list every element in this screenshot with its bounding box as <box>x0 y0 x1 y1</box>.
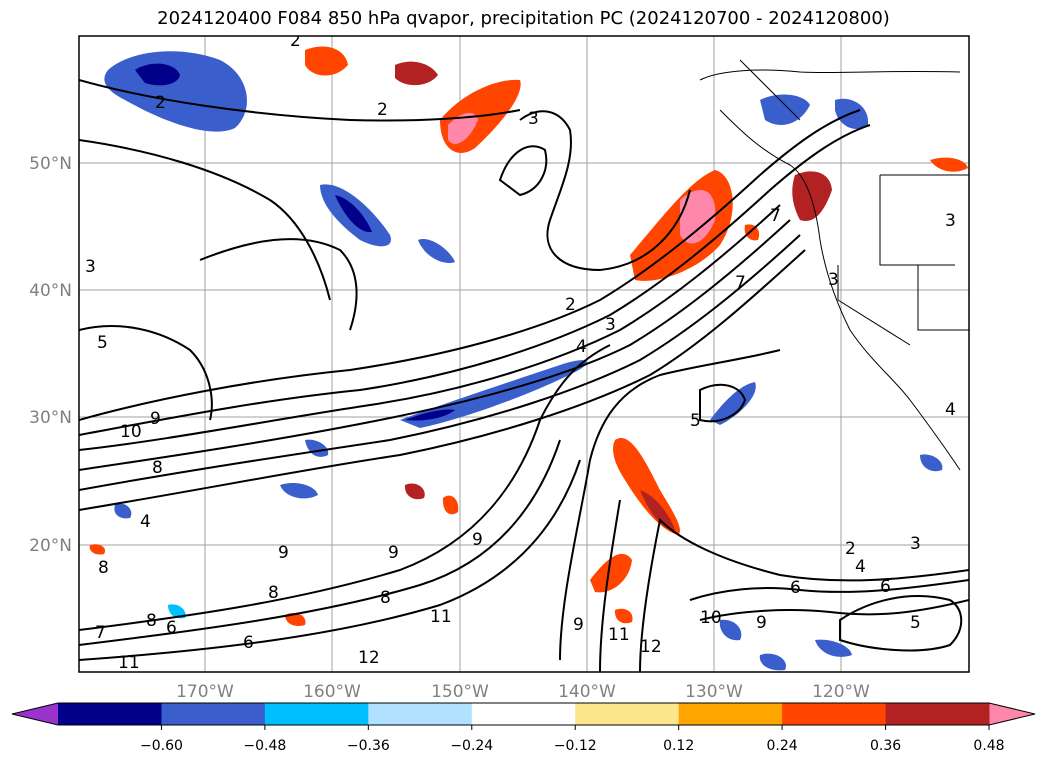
contour-label: 8 <box>380 588 391 608</box>
contour-label: 6 <box>243 633 254 653</box>
colorbar-segment <box>161 703 266 725</box>
colorbar-tick-label: −0.60 <box>140 738 183 754</box>
lat-label: 20°N <box>29 536 72 556</box>
contour-label: 7 <box>735 273 746 293</box>
colorbar-segment <box>368 703 473 725</box>
contour-label: 6 <box>880 577 891 597</box>
contour-label: 9 <box>472 530 483 550</box>
contour-label: 6 <box>166 618 177 638</box>
colorbar-segment <box>471 703 576 725</box>
contour-label: 9 <box>573 615 584 635</box>
contour-label: 8 <box>268 583 279 603</box>
contour-label: 3 <box>828 270 839 290</box>
colorbar-tick-label: 0.12 <box>663 738 694 754</box>
contour-label: 10 <box>700 608 722 628</box>
contour-label: 11 <box>430 607 452 627</box>
colorbar-tick-label: 0.36 <box>870 738 901 754</box>
longitude-axis: 170°W 160°W 150°W 140°W 130°W 120°W <box>176 682 870 702</box>
contour-label: 11 <box>118 653 140 673</box>
contour-label: 2 <box>377 100 388 120</box>
colorbar-segment <box>575 703 680 725</box>
lon-label: 130°W <box>685 682 743 702</box>
colorbar-max-extend <box>989 703 1035 725</box>
contour-label: 7 <box>770 206 781 226</box>
contour-label-group: 2 2 2 2 2 3 3 3 3 3 3 4 4 4 4 5 5 5 6 6 … <box>85 31 956 673</box>
colorbar-tick-label: −0.48 <box>243 738 286 754</box>
contour-label: 3 <box>605 315 616 335</box>
lon-label: 140°W <box>558 682 616 702</box>
lat-label: 30°N <box>29 408 72 428</box>
colorbar-min-extend <box>12 703 58 725</box>
contour-label: 5 <box>97 333 108 353</box>
colorbar-segment <box>678 703 783 725</box>
lat-label: 40°N <box>29 281 72 301</box>
contour-label: 2 <box>565 295 576 315</box>
contour-label: 8 <box>98 558 109 578</box>
colorbar-segment <box>885 703 990 725</box>
colorbar-tick-label: −0.12 <box>554 738 597 754</box>
lon-label: 150°W <box>431 682 489 702</box>
plot-frame <box>78 35 970 673</box>
contour-label: 8 <box>152 458 163 478</box>
contour-label: 3 <box>528 109 539 129</box>
lon-label: 160°W <box>303 682 361 702</box>
colorbar-tick-label: 0.24 <box>767 738 798 754</box>
contour-label: 7 <box>95 623 106 643</box>
contour-lines <box>79 79 969 672</box>
colorbar-segment <box>264 703 369 725</box>
contour-label: 12 <box>640 637 662 657</box>
plot-area <box>79 36 969 672</box>
contour-label: 2 <box>845 539 856 559</box>
colorbar-tick-label: −0.24 <box>450 738 493 754</box>
colorbar-tick-label: −0.36 <box>347 738 390 754</box>
contour-label: 10 <box>120 422 142 442</box>
contour-label: 4 <box>855 557 866 577</box>
contour-label: 4 <box>576 337 587 357</box>
gridlines <box>79 36 969 672</box>
colorbar: −0.60 −0.48 −0.36 −0.24 −0.12 0.12 0.24 0.36 0.4… <box>11 702 1036 754</box>
lon-label: 170°W <box>176 682 234 702</box>
contour-label: 6 <box>790 578 801 598</box>
contour-label: 4 <box>945 400 956 420</box>
lat-label: 50°N <box>29 154 72 174</box>
chart-title: 2024120400 F084 850 hPa qvapor, precipit… <box>157 8 890 29</box>
contour-label: 2 <box>155 93 166 113</box>
contour-label: 12 <box>358 648 380 668</box>
contour-label: 9 <box>388 543 399 563</box>
contour-label: 3 <box>85 257 96 277</box>
colorbar-segment <box>782 703 887 725</box>
latitude-axis: 50°N 40°N 30°N 20°N <box>29 154 72 556</box>
contour-label: 3 <box>945 211 956 231</box>
colorbar-segment <box>58 703 162 725</box>
contour-label: 3 <box>910 534 921 554</box>
contour-label: 11 <box>608 625 630 645</box>
colorbar-tick-label: 0.48 <box>973 738 1004 754</box>
contour-label: 9 <box>150 409 161 429</box>
contour-label: 4 <box>140 512 151 532</box>
contour-label: 5 <box>690 411 701 431</box>
lon-label: 120°W <box>812 682 870 702</box>
contour-label: 5 <box>910 613 921 633</box>
contour-label: 2 <box>290 31 301 51</box>
contour-label: 9 <box>756 613 767 633</box>
contour-label: 9 <box>278 543 289 563</box>
contour-label: 8 <box>146 611 157 631</box>
coastline <box>699 59 969 471</box>
